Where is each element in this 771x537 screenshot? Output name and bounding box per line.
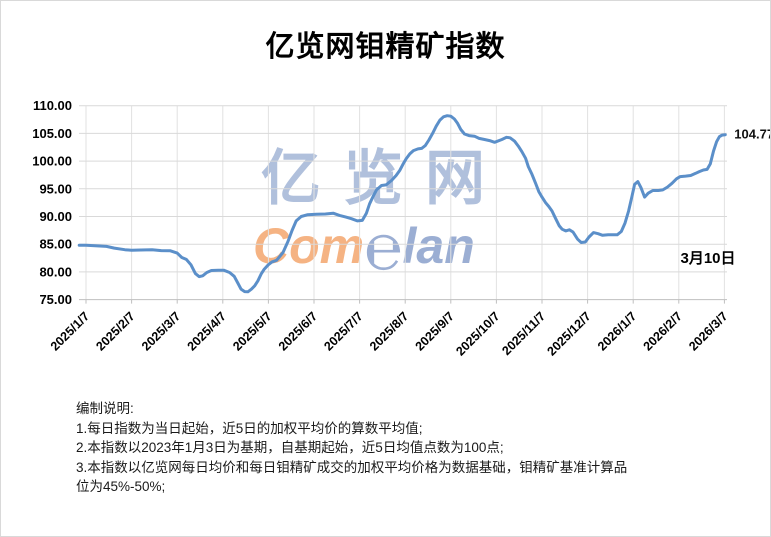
y-axis-label: 85.00 bbox=[39, 237, 72, 252]
x-axis-label: 2025/8/7 bbox=[367, 309, 411, 353]
note-line: 2.本指数以2023年1月3日为基期，自基期起始，近5日均值点数为100点; bbox=[76, 440, 504, 455]
index-line-series bbox=[77, 114, 727, 294]
y-axis-label: 75.00 bbox=[39, 292, 72, 307]
notes-block: 编制说明: 1.每日指数为当日起始，近5日的加权平均价的算数平均值; 2.本指数以2… bbox=[76, 399, 724, 497]
x-axis-label: 2026/1/7 bbox=[595, 309, 639, 353]
x-axis-label: 2025/2/7 bbox=[93, 309, 137, 353]
x-axis-label: 2025/6/7 bbox=[276, 309, 320, 353]
x-axis-label: 2025/3/7 bbox=[139, 309, 183, 353]
date-annotation: 3月10日 bbox=[680, 250, 735, 267]
y-axis-label: 105.00 bbox=[32, 126, 72, 141]
x-axis-label: 2026/2/7 bbox=[641, 309, 685, 353]
x-axis-label: 2025/12/7 bbox=[545, 309, 594, 358]
x-axis-label: 2025/5/7 bbox=[230, 309, 274, 353]
watermark-lan-text: lan bbox=[402, 218, 475, 274]
note-line: 3.本指数以亿览网每日均价和每日钼精矿成交的加权平均价格为数据基础，钼精矿基准计… bbox=[76, 459, 628, 475]
note-line: 1.每日指数为当日起始，近5日的加权平均价的算数平均值; bbox=[76, 420, 423, 436]
y-axis-label: 100.00 bbox=[32, 154, 72, 169]
watermark-e-swirl-icon: ℮ bbox=[364, 211, 403, 283]
watermark-comelan-logo: Com℮lan bbox=[253, 209, 475, 279]
x-axis-label: 2025/7/7 bbox=[321, 309, 365, 353]
x-axis-label: 2025/10/7 bbox=[453, 309, 502, 358]
note-line: 编制说明: bbox=[76, 401, 134, 416]
note-line: 位为45%-50%; bbox=[76, 479, 166, 494]
x-axis-label: 2026/3/7 bbox=[686, 309, 730, 353]
y-axis-label: 90.00 bbox=[39, 209, 72, 224]
x-axis-label: 2025/1/7 bbox=[48, 309, 92, 353]
x-axis-label: 2025/11/7 bbox=[499, 309, 548, 358]
last-value-label: 104.77 bbox=[734, 127, 770, 142]
x-axis-label: 2025/9/7 bbox=[413, 309, 457, 353]
x-axis-label: 2025/4/7 bbox=[185, 309, 229, 353]
y-axis-label: 80.00 bbox=[39, 264, 72, 279]
chart-title: 亿览网钼精矿指数 bbox=[265, 31, 506, 63]
y-axis-label: 95.00 bbox=[39, 181, 72, 196]
y-axis-label: 110.00 bbox=[33, 98, 72, 113]
